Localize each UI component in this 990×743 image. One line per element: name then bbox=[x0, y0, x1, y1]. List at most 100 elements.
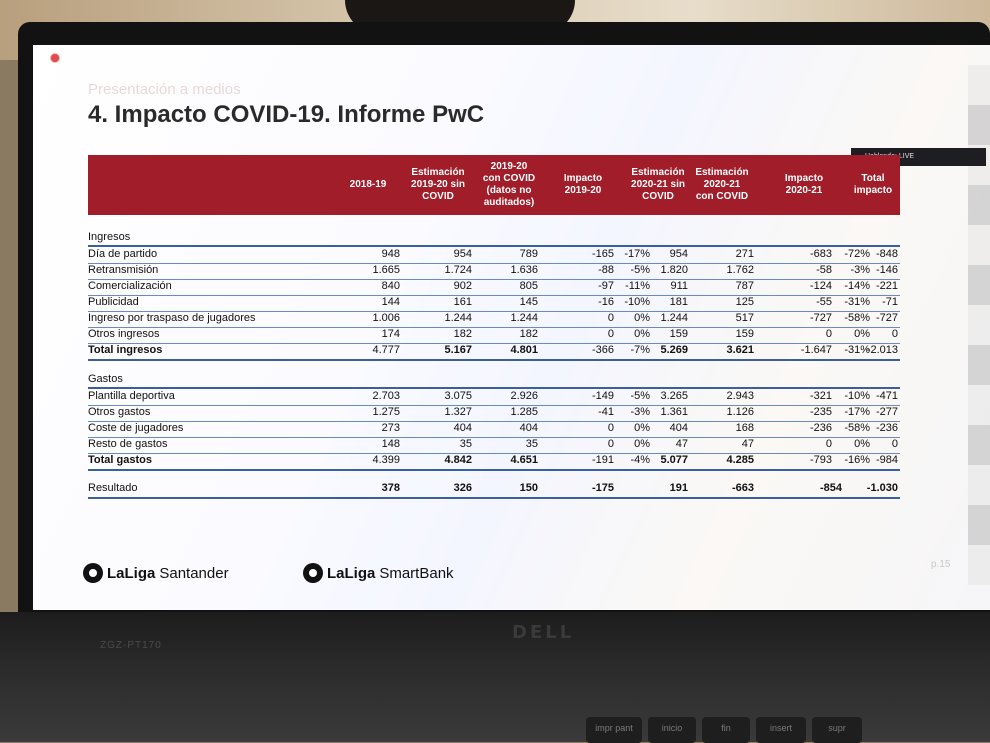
cell: 1.006 bbox=[372, 312, 400, 324]
cell: -16% bbox=[844, 454, 870, 466]
cell: 0% bbox=[854, 328, 870, 340]
logo-text: LaLiga bbox=[327, 564, 376, 582]
cell: -793 bbox=[809, 454, 832, 466]
cell: 787 bbox=[735, 280, 754, 292]
cell: 1.244 bbox=[660, 312, 688, 324]
key-insert[interactable]: insert bbox=[756, 717, 806, 743]
cell: -854 bbox=[819, 482, 842, 494]
cell: -191 bbox=[591, 454, 614, 466]
table-header: 2018-19 Estimación 2019-20 sin COVID 201… bbox=[88, 155, 900, 215]
cell: 5.269 bbox=[660, 344, 688, 356]
cell: -149 bbox=[591, 390, 614, 402]
page-number: p.15 bbox=[931, 559, 951, 570]
cell: 0 bbox=[891, 328, 898, 340]
cell: -277 bbox=[875, 406, 898, 418]
cell: -683 bbox=[809, 248, 832, 260]
cell: 5.077 bbox=[660, 454, 688, 466]
cell: -727 bbox=[809, 312, 832, 324]
cell: -10% bbox=[624, 296, 650, 308]
cell: 161 bbox=[453, 296, 472, 308]
cell: -124 bbox=[809, 280, 832, 292]
cell: 4.777 bbox=[372, 344, 400, 356]
cell: -88 bbox=[598, 264, 614, 276]
cell: -5% bbox=[630, 264, 650, 276]
record-indicator-icon bbox=[50, 53, 60, 63]
column-header: Impacto 2020-21 bbox=[784, 173, 824, 196]
cell: 2.943 bbox=[726, 390, 754, 402]
table-row: Otros ingresos 174 182 182 0 0% 159 159 0 0% 0 bbox=[88, 327, 900, 344]
cell: 148 bbox=[381, 438, 400, 450]
cell: 4.801 bbox=[510, 344, 538, 356]
key-end[interactable]: fin bbox=[702, 717, 750, 743]
cell: 378 bbox=[381, 482, 400, 494]
row-label: Resultado bbox=[88, 482, 138, 494]
column-header: Estimación 2019-20 sin COVID bbox=[411, 167, 465, 202]
cell: 159 bbox=[669, 328, 688, 340]
cell: 1.126 bbox=[726, 406, 754, 418]
column-header: Estimación 2020-21 con COVID bbox=[695, 167, 749, 202]
cell: 145 bbox=[519, 296, 538, 308]
cell: 125 bbox=[735, 296, 754, 308]
table-row: Publicidad 144 161 145 -16 -10% 181 125 -55 -31% -… bbox=[88, 295, 900, 312]
cell: 0% bbox=[634, 438, 650, 450]
cell: -55 bbox=[816, 296, 832, 308]
cell: 273 bbox=[381, 422, 400, 434]
divider bbox=[88, 387, 900, 389]
table-row: Resto de gastos 148 35 35 0 0% 47 47 0 0% 0 bbox=[88, 437, 900, 454]
cell: 0% bbox=[634, 312, 650, 324]
row-label: Otros gastos bbox=[88, 406, 151, 418]
cell: -1.030 bbox=[866, 482, 898, 494]
row-label: Resto de gastos bbox=[88, 438, 168, 450]
row-label: Publicidad bbox=[88, 296, 139, 308]
cell: 911 bbox=[670, 280, 688, 292]
cell: 805 bbox=[519, 280, 538, 292]
row-label: Comercialización bbox=[88, 280, 172, 292]
key-home[interactable]: inicio bbox=[648, 717, 696, 743]
cell: -984 bbox=[875, 454, 898, 466]
cell: 3.621 bbox=[726, 344, 754, 356]
cell: -4% bbox=[630, 454, 650, 466]
cell: 1.665 bbox=[372, 264, 400, 276]
cell: -41 bbox=[598, 406, 614, 418]
cell: -471 bbox=[875, 390, 898, 402]
cell: 0 bbox=[825, 438, 832, 450]
table-row: Día de partido 948 954 789 -165 -17% 954 271 -68… bbox=[88, 247, 900, 264]
cell: 35 bbox=[525, 438, 538, 450]
cell: -31% bbox=[844, 344, 870, 356]
logo-text: SmartBank bbox=[379, 564, 454, 582]
cell: 2.703 bbox=[372, 390, 400, 402]
cell: -321 bbox=[809, 390, 832, 402]
cell: 1.724 bbox=[444, 264, 472, 276]
cell: 902 bbox=[453, 280, 472, 292]
row-label: Total ingresos bbox=[88, 344, 163, 356]
cell: 35 bbox=[459, 438, 472, 450]
column-header: Estimación 2020-21 sin COVID bbox=[631, 167, 685, 202]
laliga-ball-icon bbox=[83, 563, 103, 583]
cell: 948 bbox=[381, 248, 400, 260]
cell: 3.075 bbox=[444, 390, 472, 402]
cell: -10% bbox=[844, 390, 870, 402]
cell: 150 bbox=[519, 482, 538, 494]
cell: 271 bbox=[735, 248, 754, 260]
cell: 174 bbox=[381, 328, 400, 340]
page-title: 4. Impacto COVID-19. Informe PwC bbox=[88, 101, 485, 128]
key-print-screen[interactable]: impr pant bbox=[586, 717, 642, 743]
cell: 47 bbox=[675, 438, 688, 450]
cell: -3% bbox=[630, 406, 650, 418]
cell: -72% bbox=[844, 248, 870, 260]
key-delete[interactable]: supr bbox=[812, 717, 862, 743]
cell: 0 bbox=[607, 422, 614, 434]
cell: 0 bbox=[607, 312, 614, 324]
cell: 181 bbox=[669, 296, 688, 308]
cell: 1.361 bbox=[660, 406, 688, 418]
slide-decoration bbox=[968, 65, 990, 585]
cell: 1.762 bbox=[726, 264, 754, 276]
cell: -31% bbox=[844, 296, 870, 308]
total-row: Total ingresos 4.777 5.167 4.801 -366 -7% 5.26… bbox=[88, 343, 900, 361]
row-label: Plantilla deportiva bbox=[88, 390, 175, 402]
cell: -58% bbox=[844, 422, 870, 434]
row-label: Retransmisión bbox=[88, 264, 159, 276]
cell: 182 bbox=[453, 328, 472, 340]
cell: 0 bbox=[607, 438, 614, 450]
dell-logo: DELL bbox=[512, 622, 575, 643]
